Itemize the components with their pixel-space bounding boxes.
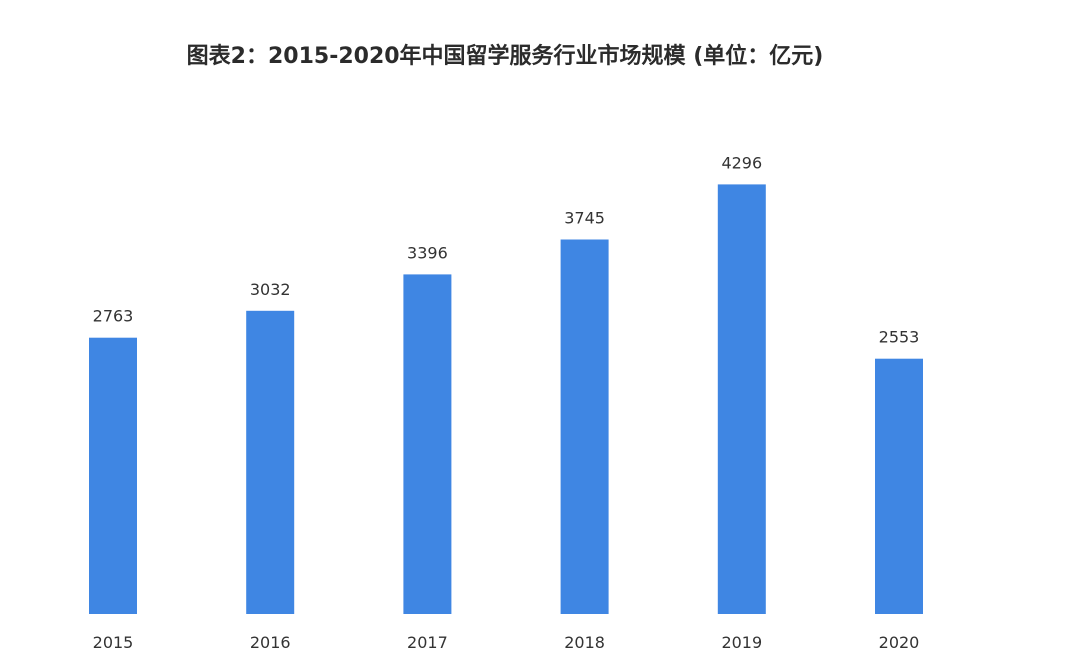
value-label-2016: 3032 bbox=[250, 280, 291, 299]
value-label-2018: 3745 bbox=[564, 209, 605, 228]
value-labels-group: 2763 3032 3396 3745 4296 2553 bbox=[93, 153, 920, 346]
bar-2016 bbox=[246, 310, 295, 614]
bar-2017 bbox=[403, 274, 452, 614]
x-tick-labels-group: 2015 2016 2017 2018 2019 2020 bbox=[93, 633, 920, 652]
value-label-2019: 4296 bbox=[721, 153, 762, 172]
bars-group bbox=[89, 184, 923, 614]
bar-2015 bbox=[89, 337, 137, 614]
x-tick-label-2015: 2015 bbox=[93, 633, 134, 652]
x-tick-label-2020: 2020 bbox=[879, 633, 920, 652]
bar-2019 bbox=[717, 184, 766, 614]
bar-2020 bbox=[875, 358, 923, 614]
x-tick-label-2017: 2017 bbox=[407, 633, 448, 652]
chart-title: 图表2：2015-2020年中国留学服务行业市场规模 (单位：亿元) bbox=[186, 44, 824, 69]
bar-2018 bbox=[560, 239, 609, 614]
x-tick-label-2018: 2018 bbox=[564, 633, 605, 652]
value-label-2015: 2763 bbox=[93, 307, 134, 326]
value-label-2020: 2553 bbox=[879, 328, 920, 347]
x-tick-label-2016: 2016 bbox=[250, 633, 291, 652]
x-tick-label-2019: 2019 bbox=[721, 633, 762, 652]
value-label-2017: 3396 bbox=[407, 243, 448, 262]
